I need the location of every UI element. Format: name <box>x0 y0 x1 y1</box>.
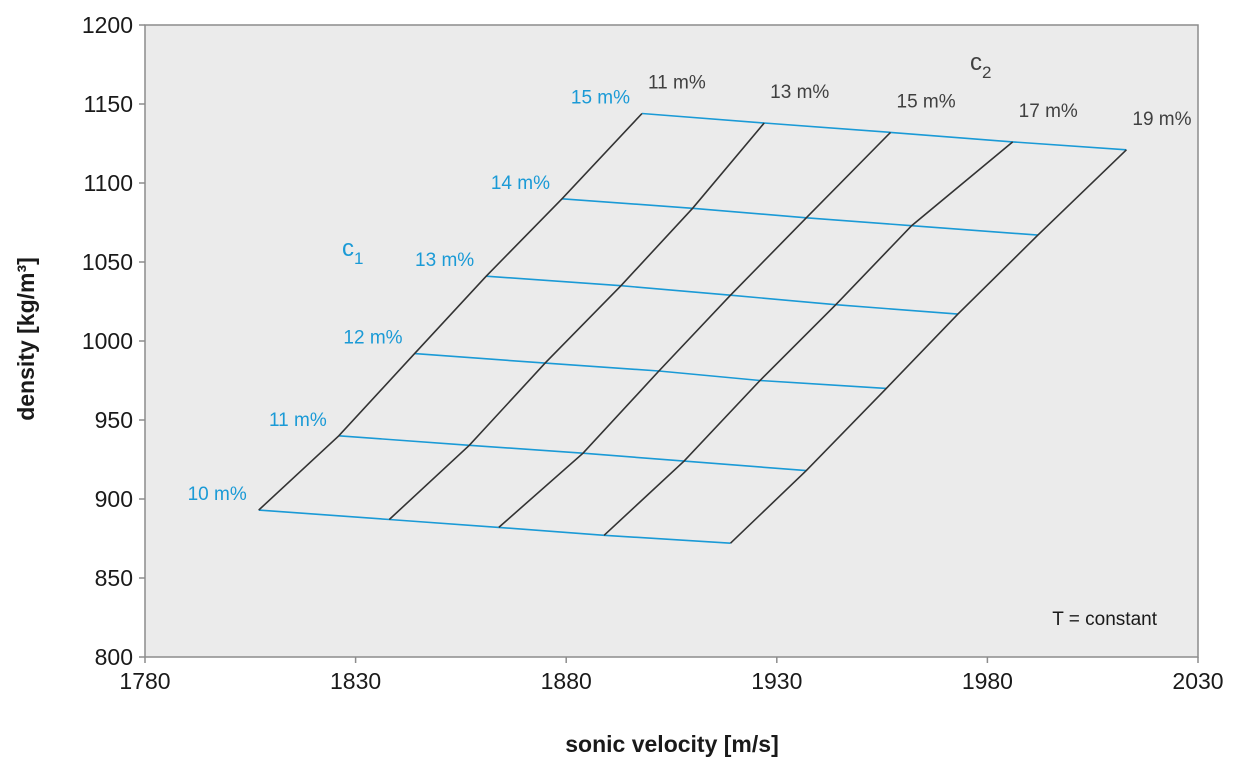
c2-line-2 <box>388 122 765 521</box>
y-tick-label: 1100 <box>84 170 133 196</box>
x-tick-label: 1780 <box>119 668 170 694</box>
c1-line-label: 15 m% <box>571 87 630 108</box>
c2-series-lines <box>258 112 1127 544</box>
y-tick-label: 900 <box>95 486 133 512</box>
c1-line-label: 10 m% <box>188 484 247 505</box>
c2-subscript: 2 <box>982 63 991 82</box>
c1-line-label: 12 m% <box>343 328 402 349</box>
c2-line-5 <box>729 149 1127 544</box>
y-tick-label: 1050 <box>82 249 133 275</box>
y-tick-label: 850 <box>95 565 133 591</box>
c2-line-label: 17 m% <box>1019 101 1078 122</box>
y-tick-label: 1200 <box>82 12 133 38</box>
c2-line-1 <box>258 112 643 511</box>
y-tick-label: 1000 <box>82 328 133 354</box>
x-tick-label: 2030 <box>1172 668 1223 694</box>
series-labels: 10 m% 11 m% 12 m% 13 m% 14 m% 15 m% 11 m% 13 m%… <box>188 72 1192 505</box>
c1-line-label: 14 m% <box>491 173 550 194</box>
c2-line-label: 11 m% <box>648 72 706 93</box>
plot-area <box>144 24 1199 658</box>
x-tick-label: 1930 <box>751 668 802 694</box>
c2-line-label: 19 m% <box>1132 109 1191 130</box>
y-tick-label: 1150 <box>84 91 133 117</box>
c2-parameter-label: c2 <box>970 49 991 82</box>
c2-line-4 <box>603 141 1014 536</box>
c1-symbol: c <box>342 235 354 262</box>
c2-line-3 <box>498 131 892 529</box>
c2-symbol: c <box>970 49 982 76</box>
c2-line-label: 15 m% <box>897 91 956 112</box>
c1-subscript: 1 <box>354 249 363 268</box>
c1-line-label: 11 m% <box>269 410 327 431</box>
axis-ticks: 1780 1830 1880 1930 1980 2030 800 850 900 950 1000… <box>82 12 1224 694</box>
x-tick-label: 1880 <box>541 668 592 694</box>
y-axis-title: density [kg/m³] <box>13 257 39 421</box>
temperature-note: T = constant <box>1052 609 1157 630</box>
y-tick-label: 800 <box>95 644 133 670</box>
c1-line-label: 13 m% <box>415 250 474 271</box>
x-axis-title: sonic velocity [m/s] <box>565 731 778 757</box>
x-tick-label: 1980 <box>962 668 1013 694</box>
y-tick-label: 950 <box>95 407 133 433</box>
c1-parameter-label: c1 <box>342 235 363 268</box>
c2-line-label: 13 m% <box>770 82 829 103</box>
x-tick-label: 1830 <box>330 668 381 694</box>
